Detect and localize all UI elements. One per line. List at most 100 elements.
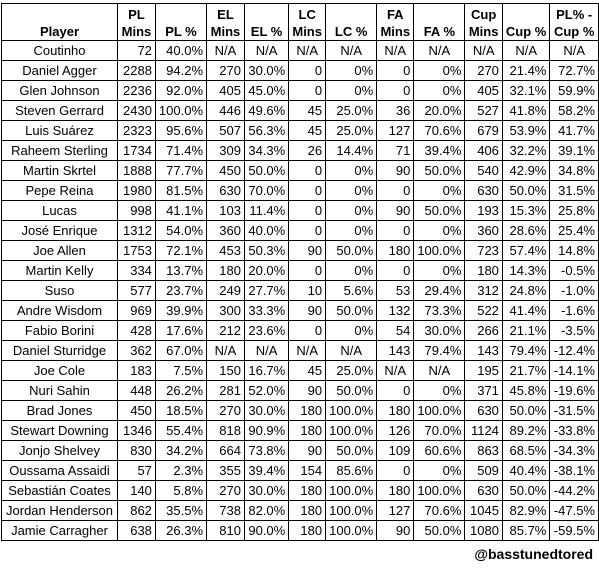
fa-mins-cell: 126 bbox=[376, 420, 415, 441]
lc-mins-cell: 26 bbox=[288, 140, 327, 161]
el-pct-cell: 45.0% bbox=[243, 80, 290, 101]
cup-pct-cell: 82.9% bbox=[501, 500, 551, 521]
column-header-line1 bbox=[417, 6, 461, 23]
lc-pct-cell: 0% bbox=[325, 260, 378, 281]
column-header-cup-mins: Cup Mins bbox=[464, 3, 503, 41]
table-header: Player PL Mins PL % EL Mins EL % LC Mins LC % F… bbox=[1, 3, 599, 41]
table-row: Nuri Sahin 448 26.2% 281 52.0% 90 50.0% 0 0% 371 4… bbox=[1, 380, 599, 401]
table-row: Fabio Borini 428 17.6% 212 23.6% 0 0% 54 30.0% 26… bbox=[1, 320, 599, 341]
cup-pct-cell: 15.3% bbox=[501, 200, 551, 221]
pl-pct-cell: 71.4% bbox=[154, 140, 208, 161]
el-mins-cell: 446 bbox=[206, 100, 245, 121]
table-row: Martin Kelly 334 13.7% 180 20.0% 0 0% 0 0% 180 14.… bbox=[1, 260, 599, 281]
el-mins-cell: 281 bbox=[206, 380, 245, 401]
pl-minus-cup-cell: -19.6% bbox=[549, 380, 599, 401]
el-pct-cell: 40.0% bbox=[243, 220, 290, 241]
cup-pct-cell: 41.8% bbox=[501, 100, 551, 121]
lc-mins-cell: N/A bbox=[288, 40, 327, 61]
cup-mins-cell: 1045 bbox=[464, 500, 503, 521]
pl-mins-cell: 428 bbox=[117, 320, 156, 341]
fa-mins-cell: 0 bbox=[376, 180, 415, 201]
column-header-pl-pct: PL % bbox=[154, 3, 208, 41]
fa-pct-cell: 0% bbox=[413, 260, 466, 281]
pl-mins-cell: 969 bbox=[117, 300, 156, 321]
lc-mins-cell: 0 bbox=[288, 160, 327, 181]
table-row: Oussama Assaidi 57 2.3% 355 39.4% 154 85.6% 0 0%… bbox=[1, 460, 599, 481]
pl-mins-cell: 1980 bbox=[117, 180, 156, 201]
cup-mins-cell: 180 bbox=[464, 260, 503, 281]
pl-minus-cup-cell: N/A bbox=[549, 40, 599, 61]
player-name-cell: Nuri Sahin bbox=[1, 380, 118, 401]
cup-mins-cell: 1124 bbox=[464, 420, 503, 441]
pl-mins-cell: 1734 bbox=[117, 140, 156, 161]
pl-minus-cup-cell: -1.0% bbox=[549, 280, 599, 301]
cup-mins-cell: 1080 bbox=[464, 520, 503, 541]
lc-pct-cell: 0% bbox=[325, 180, 378, 201]
cup-mins-cell: 863 bbox=[464, 440, 503, 461]
el-mins-cell: 810 bbox=[206, 520, 245, 541]
pl-mins-cell: 2236 bbox=[117, 80, 156, 101]
player-name-cell: Daniel Sturridge bbox=[1, 340, 118, 361]
fa-mins-cell: 180 bbox=[376, 240, 415, 261]
el-pct-cell: 56.3% bbox=[243, 120, 290, 141]
lc-pct-cell: 100.0% bbox=[325, 520, 378, 541]
fa-pct-cell: 0% bbox=[413, 180, 466, 201]
fa-mins-cell: 132 bbox=[376, 300, 415, 321]
cup-pct-cell: 50.0% bbox=[501, 400, 551, 421]
fa-pct-cell: 50.0% bbox=[413, 200, 466, 221]
column-header-line2: Cup % bbox=[505, 24, 547, 39]
fa-mins-cell: 0 bbox=[376, 220, 415, 241]
pl-pct-cell: 40.0% bbox=[154, 40, 208, 61]
el-pct-cell: 33.3% bbox=[243, 300, 290, 321]
column-header-line2: Mins bbox=[468, 24, 499, 39]
fa-pct-cell: 73.3% bbox=[413, 300, 466, 321]
fa-mins-cell: N/A bbox=[376, 360, 415, 381]
table-row: Luis Suárez 2323 95.6% 507 56.3% 45 25.0% 127 70… bbox=[1, 120, 599, 141]
fa-pct-cell: 70.6% bbox=[413, 500, 466, 521]
player-name-cell: Joe Allen bbox=[1, 240, 118, 261]
pl-minus-cup-cell: -12.4% bbox=[549, 340, 599, 361]
pl-pct-cell: 67.0% bbox=[154, 340, 208, 361]
el-mins-cell: 507 bbox=[206, 120, 245, 141]
column-header-line1: PL% - bbox=[556, 7, 593, 22]
pl-pct-cell: 18.5% bbox=[154, 400, 208, 421]
column-header-line2: Cup % bbox=[553, 24, 595, 39]
pl-minus-cup-cell: 59.9% bbox=[549, 80, 599, 101]
cup-pct-cell: N/A bbox=[501, 40, 551, 61]
lc-pct-cell: N/A bbox=[325, 340, 378, 361]
fa-pct-cell: 0% bbox=[413, 460, 466, 481]
el-pct-cell: 27.7% bbox=[243, 280, 290, 301]
el-pct-cell: 30.0% bbox=[243, 400, 290, 421]
pl-mins-cell: 1753 bbox=[117, 240, 156, 261]
fa-pct-cell: 50.0% bbox=[413, 160, 466, 181]
lc-pct-cell: 100.0% bbox=[325, 480, 378, 501]
cup-mins-cell: 630 bbox=[464, 400, 503, 421]
el-pct-cell: 34.3% bbox=[243, 140, 290, 161]
cup-mins-cell: 312 bbox=[464, 280, 503, 301]
pl-minus-cup-cell: -47.5% bbox=[549, 500, 599, 521]
el-pct-cell: 70.0% bbox=[243, 180, 290, 201]
el-pct-cell: 50.0% bbox=[243, 160, 290, 181]
lc-mins-cell: 90 bbox=[288, 300, 327, 321]
player-name-cell: Lucas bbox=[1, 200, 118, 221]
pl-minus-cup-cell: 34.8% bbox=[549, 160, 599, 181]
column-header-line1 bbox=[5, 6, 114, 23]
lc-mins-cell: 0 bbox=[288, 320, 327, 341]
player-name-cell: Andre Wisdom bbox=[1, 300, 118, 321]
pl-minus-cup-cell: 14.8% bbox=[549, 240, 599, 261]
cup-pct-cell: 24.8% bbox=[501, 280, 551, 301]
fa-pct-cell: N/A bbox=[413, 360, 466, 381]
fa-mins-cell: 109 bbox=[376, 440, 415, 461]
el-mins-cell: 450 bbox=[206, 160, 245, 181]
column-header-line1: PL bbox=[128, 7, 145, 22]
el-pct-cell: 23.6% bbox=[243, 320, 290, 341]
pl-pct-cell: 55.4% bbox=[154, 420, 208, 441]
el-pct-cell: 39.4% bbox=[243, 460, 290, 481]
lc-pct-cell: 0% bbox=[325, 200, 378, 221]
cup-mins-cell: 723 bbox=[464, 240, 503, 261]
cup-mins-cell: 143 bbox=[464, 340, 503, 361]
pl-pct-cell: 41.1% bbox=[154, 200, 208, 221]
fa-pct-cell: N/A bbox=[413, 40, 466, 61]
cup-pct-cell: 85.7% bbox=[501, 520, 551, 541]
lc-pct-cell: 25.0% bbox=[325, 120, 378, 141]
